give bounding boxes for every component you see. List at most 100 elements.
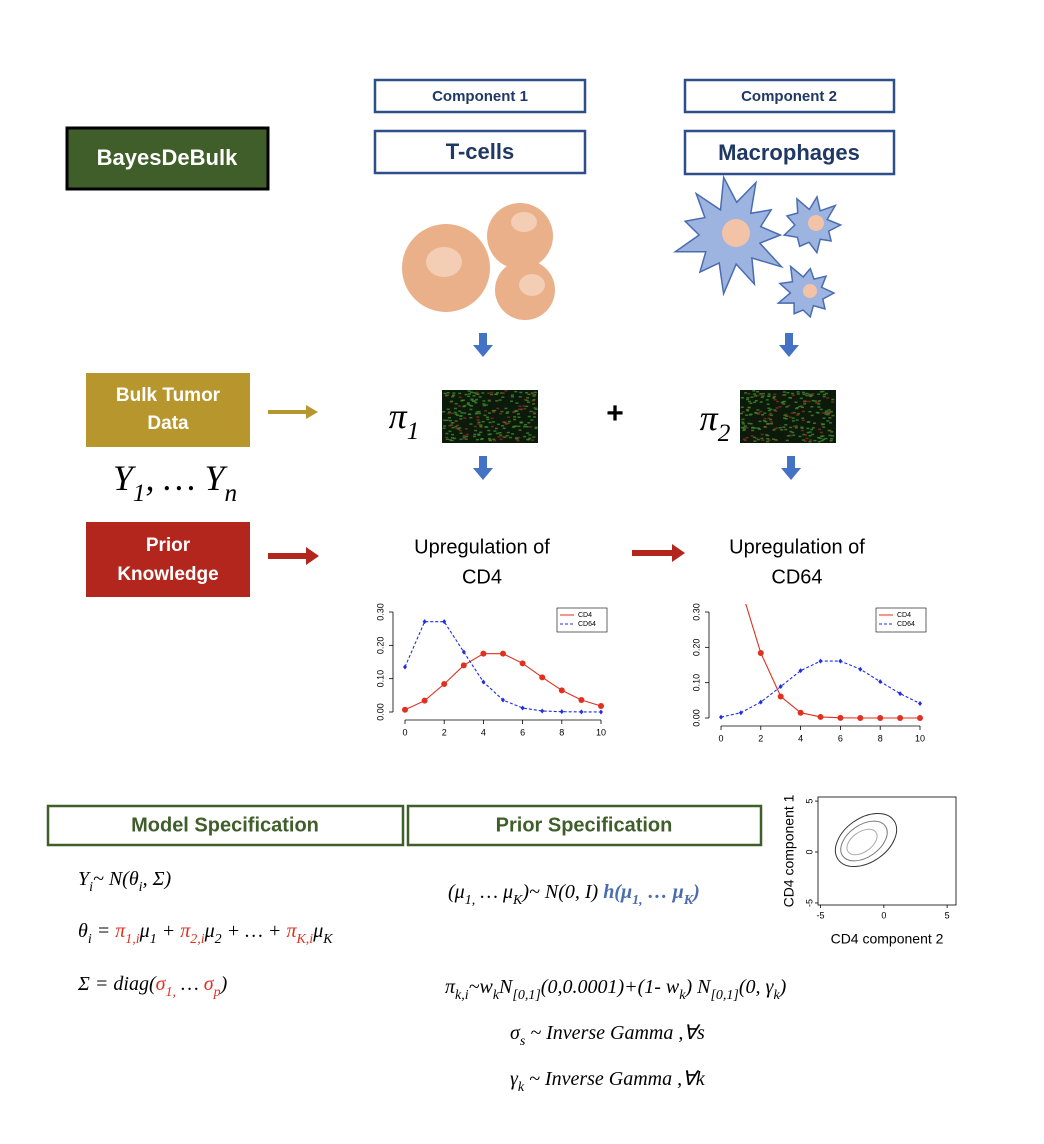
heatmap-cell [500, 410, 504, 413]
heatmap-cell [504, 390, 508, 392]
equation: πk,i~wkN[0,1](0,0.0001)+(1- wk) N[0,1](0… [445, 976, 787, 1003]
heatmap-cell [492, 411, 495, 413]
heatmap-cell [448, 425, 452, 427]
cell-type: T-cells [446, 139, 514, 164]
heatmap-cell [518, 405, 522, 407]
heatmap-cell [478, 396, 482, 398]
heatmap-cell [769, 412, 773, 415]
point [719, 714, 723, 720]
heatmap-cell [463, 405, 467, 407]
input-box [86, 373, 250, 447]
heatmap-cell [458, 405, 462, 407]
heatmap-cell [753, 401, 757, 404]
upregulation-label: Upregulation of [414, 536, 550, 558]
x-tick-label: 4 [798, 733, 803, 743]
heatmap-cell [786, 392, 790, 394]
heatmap-cell [773, 398, 777, 401]
equation-part: 1, [632, 893, 643, 908]
heatmap-cell [477, 421, 481, 424]
heatmap-cell [481, 420, 485, 423]
equation-part: Σ = diag( [77, 973, 157, 995]
heatmap-cell [810, 414, 814, 417]
input-label: Prior [146, 535, 191, 556]
heatmap-cell [795, 407, 799, 409]
heatmap-cell [769, 418, 773, 421]
equation-part: π [180, 920, 191, 942]
equation-part: θ [78, 920, 88, 942]
heatmap-cell [472, 392, 476, 394]
heatmap-cell [794, 427, 798, 429]
heatmap-cell [747, 393, 751, 395]
heatmap-cell [751, 429, 755, 432]
heatmap-cell [745, 414, 749, 416]
point [520, 705, 525, 711]
heatmap-cell [745, 436, 749, 439]
heatmap-cell [811, 433, 815, 436]
heatmap-cell [517, 436, 521, 439]
equation-part: (0,0.0001)+(1- w [541, 976, 680, 998]
heatmap-cell [467, 395, 471, 398]
heatmap-cell [748, 414, 752, 416]
equation-part: (μ [448, 881, 465, 903]
equation-part: , Σ) [143, 868, 172, 890]
heatmap-cell [454, 420, 458, 422]
heatmap-cell [513, 418, 517, 421]
equation-part: Y [78, 868, 91, 890]
heatmap-cell [816, 412, 820, 414]
heatmap-cell [773, 409, 777, 411]
equation-part: , … Y [146, 458, 229, 498]
heatmap-cell [831, 398, 835, 401]
heatmap-cell [813, 400, 817, 402]
heatmap-cell [485, 426, 489, 428]
heatmap-cell [753, 393, 757, 395]
heatmap-cell [501, 435, 505, 438]
heatmap-cell [773, 428, 777, 430]
heatmap-cell [785, 406, 789, 408]
point [838, 658, 843, 664]
heatmap-cell [523, 408, 527, 410]
heatmap-cell [498, 412, 502, 415]
y-tick-label: 0.30 [375, 603, 385, 621]
heatmap-cell [443, 392, 447, 395]
upregulation-label: Upregulation of [729, 536, 865, 558]
x-tick-label: 8 [559, 727, 564, 737]
heatmap-cell [455, 427, 459, 430]
heatmap-cell [817, 403, 821, 405]
heatmap-cell [763, 412, 767, 414]
heatmap-cell [445, 436, 449, 439]
heatmap-cell [519, 422, 523, 424]
heatmap-cell [828, 417, 832, 419]
heatmap-cell [816, 401, 820, 403]
heatmap-cell [532, 436, 536, 438]
heatmap-cell [450, 422, 454, 424]
heatmap-cell [763, 420, 766, 422]
heatmap-cell [507, 416, 511, 418]
heatmap-cell [817, 436, 821, 439]
heatmap-cell [794, 425, 798, 427]
heatmap-cell [807, 400, 811, 403]
heatmap-cell [506, 411, 510, 413]
heatmap-cell [458, 396, 462, 398]
heatmap-cell [810, 394, 814, 397]
heatmap-cell [464, 438, 468, 440]
heatmap-cell [485, 416, 489, 418]
heatmap-cell [797, 413, 800, 415]
heatmap-cell [808, 393, 812, 396]
heatmap-cell [822, 395, 826, 398]
point [757, 649, 764, 656]
heatmap-cell [533, 416, 537, 418]
heatmap-cell [518, 408, 521, 411]
heatmap-cell [459, 432, 463, 434]
heatmap-cell [490, 391, 494, 394]
heatmap-cell [528, 437, 532, 440]
heatmap-cell [468, 404, 472, 407]
equation-part: K [322, 932, 333, 947]
heatmap-cell [741, 418, 745, 421]
heatmap-cell [453, 437, 457, 440]
heatmap-cell [756, 390, 760, 393]
heatmap-cell [460, 399, 464, 402]
heatmap-cell [821, 412, 825, 414]
heatmap-cell [507, 420, 511, 423]
heatmap-cell [454, 425, 458, 428]
point [421, 697, 428, 704]
